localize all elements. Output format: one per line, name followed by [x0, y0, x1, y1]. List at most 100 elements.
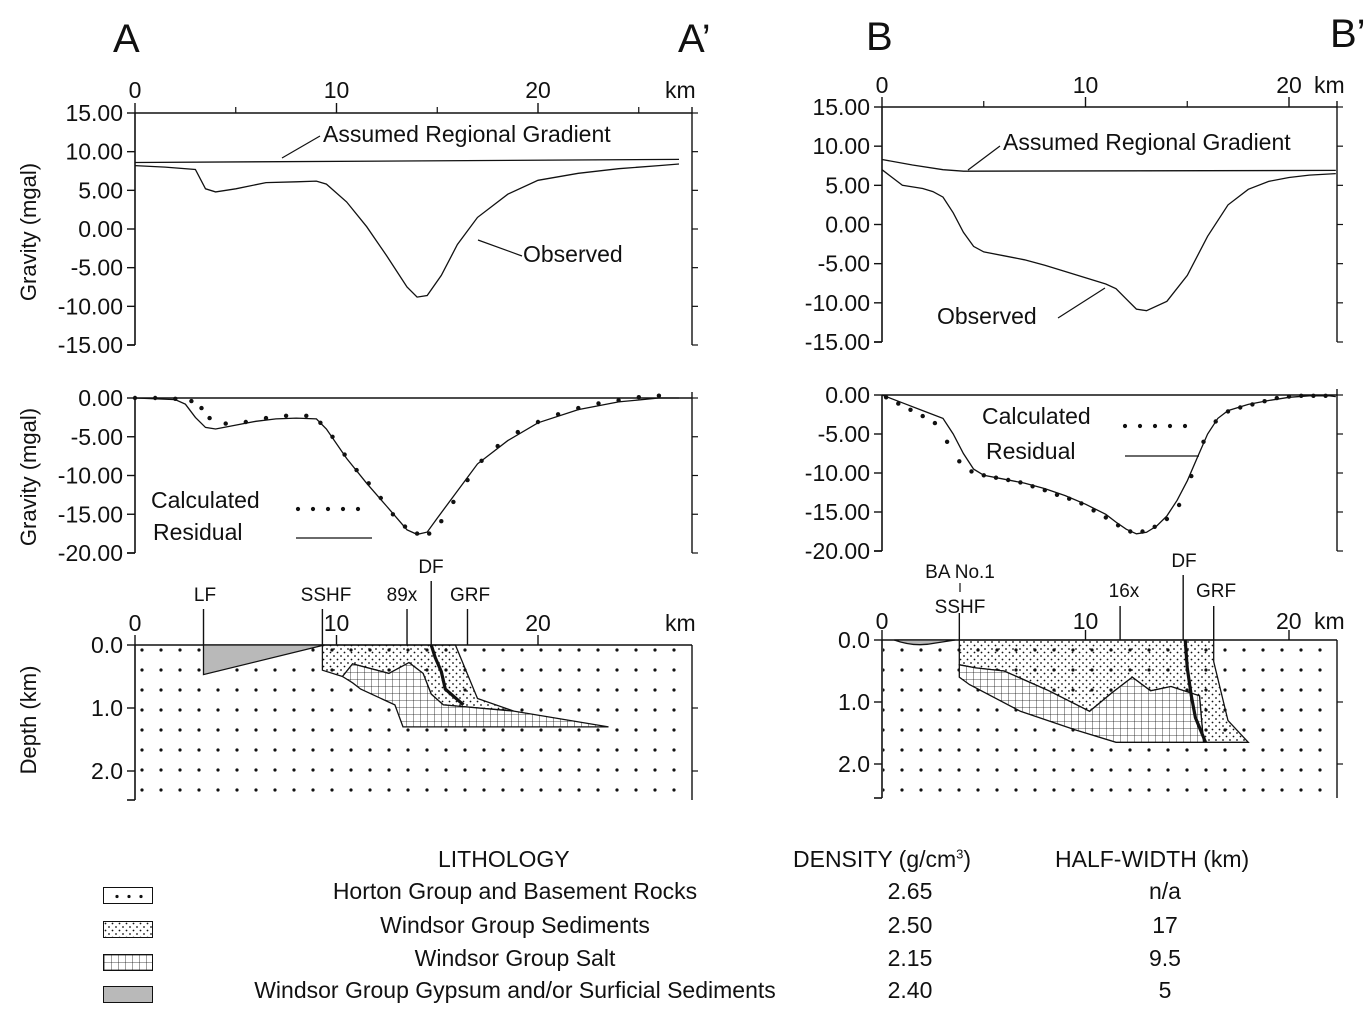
- residual-tick-label: -10.00: [58, 463, 123, 489]
- calculated-point: [883, 395, 889, 400]
- calculated-point: [451, 499, 456, 505]
- lithology-legend: LITHOLOGY DENSITY (g/cm3) HALF-WIDTH (km…: [0, 840, 1366, 1004]
- windsor-salt-body: [958, 664, 1205, 743]
- fault-label-grf: GRF: [450, 585, 490, 606]
- fault-label-89x: 89x: [387, 585, 418, 606]
- calculated-point: [1189, 473, 1194, 479]
- depth-distance-tick-label: 20: [525, 610, 551, 636]
- calculated-point: [207, 415, 212, 421]
- depth-distance-tick-label: 0: [129, 610, 142, 636]
- observed-leader-line: [477, 239, 523, 257]
- distance-tick-label: 10: [324, 77, 350, 103]
- calculated-point: [199, 405, 204, 411]
- calculated-point: [1140, 529, 1145, 534]
- calculated-point: [479, 458, 484, 463]
- distance-tick-label: 0: [876, 72, 889, 98]
- calculated-point: [515, 429, 520, 435]
- regional-gradient-line: [134, 158, 680, 164]
- calculated-point: [439, 519, 444, 524]
- calculated-point: [636, 395, 641, 400]
- calculated-point: [1176, 502, 1182, 508]
- calculated-point: [596, 401, 601, 406]
- calculated-point: [993, 475, 999, 480]
- legend-halfwidth: n/a: [1149, 878, 1181, 904]
- calculated-point: [896, 401, 901, 406]
- calculated-point: [1201, 439, 1206, 444]
- fault-label-sshf: SSHF: [935, 597, 986, 618]
- fault-label-lf: LF: [194, 585, 216, 606]
- calculated-legend-label-b: Calculated: [982, 403, 1091, 429]
- calculated-point: [402, 524, 408, 529]
- calculated-point: [465, 477, 470, 483]
- calculated-legend-dot: [1182, 423, 1188, 429]
- calculated-point: [932, 420, 938, 426]
- calculated-point: [1213, 419, 1218, 424]
- calculated-point: [342, 452, 347, 457]
- calculated-point: [1054, 492, 1060, 497]
- calculated-point: [1323, 393, 1328, 398]
- calculated-legend-label-a: Calculated: [151, 487, 260, 513]
- depth-axis-label-a: Depth (km): [16, 666, 41, 775]
- calculated-point: [616, 398, 621, 403]
- legend-row-windsor-salt: Windsor Group Salt 2.15 9.5: [0, 945, 1366, 977]
- regional-gradient-label-a: Assumed Regional Gradient: [323, 121, 611, 147]
- calculated-point: [969, 469, 974, 474]
- section-label-a-prime: A’: [678, 17, 711, 61]
- gravity-model-figure: A A’ B B’ Gravity (mgal) Gravity (mgal) …: [16, 12, 1366, 801]
- calculated-point: [1042, 488, 1048, 493]
- well-label-ba-no1: BA No.1: [925, 562, 995, 583]
- calculated-point: [189, 398, 194, 404]
- gravity-tick-label: 15.00: [65, 100, 123, 126]
- gravity-tick-label: 0.00: [78, 216, 123, 242]
- regional-gradient-line: [881, 158, 1336, 172]
- calculated-point: [981, 473, 986, 478]
- legend-row-windsor-gypsum: Windsor Group Gypsum and/or Surficial Se…: [0, 977, 1366, 1009]
- legend-halfwidth: 5: [1158, 977, 1172, 1003]
- calculated-legend-dot: [325, 506, 331, 512]
- gravity-tick-label: -5.00: [71, 255, 123, 281]
- gravity-tick-label: -10.00: [58, 293, 123, 319]
- depth-tick-label: 0.0: [91, 632, 123, 658]
- windsor-salt-body: [341, 661, 609, 728]
- calculated-point: [1103, 515, 1109, 520]
- calculated-point: [656, 393, 662, 398]
- distance-tick-label: 20: [525, 77, 551, 103]
- gypsum-gray-swatch-icon: [103, 986, 153, 1003]
- calculated-point: [957, 459, 962, 464]
- calculated-point: [1238, 405, 1243, 410]
- calculated-point: [576, 405, 581, 411]
- section-label-b-prime: B’: [1330, 12, 1366, 56]
- gypsum-body: [893, 639, 956, 646]
- calculated-point: [390, 512, 396, 517]
- distance-tick-label: 20: [1276, 72, 1302, 98]
- fault-label-16x: 16x: [1109, 581, 1140, 602]
- calculated-point: [366, 481, 371, 486]
- legend-name: Windsor Group Salt: [414, 945, 616, 971]
- km-unit-label: km: [1314, 608, 1345, 634]
- residual-tick-label: -5.00: [818, 421, 870, 447]
- legend-density: 2.50: [887, 912, 933, 938]
- section-label-a: A: [113, 17, 140, 61]
- calculated-legend-dot: [310, 506, 316, 512]
- km-unit-label: km: [665, 610, 696, 636]
- observed-label-b: Observed: [937, 303, 1037, 329]
- gravity-tick-label: 0.00: [825, 212, 870, 238]
- calculated-point: [153, 395, 158, 401]
- calculated-point: [1274, 395, 1280, 401]
- residual-tick-label: -15.00: [805, 499, 870, 525]
- calculated-point: [1006, 477, 1011, 483]
- legend-header-lithology: LITHOLOGY: [438, 846, 570, 872]
- observed-gravity-line: [134, 163, 680, 298]
- calculated-point: [944, 439, 950, 444]
- calculated-legend-dot: [355, 506, 361, 512]
- regional-leader-line: [281, 135, 321, 159]
- calculated-point: [1128, 529, 1133, 534]
- calculated-point: [1115, 523, 1121, 528]
- calculated-point: [330, 434, 335, 439]
- calculated-point: [1262, 399, 1267, 404]
- calculated-point: [223, 421, 228, 426]
- df-fault-trace: [1183, 639, 1208, 743]
- calculated-point: [1091, 508, 1096, 513]
- calculated-point: [283, 413, 289, 418]
- legend-density: 2.40: [887, 977, 933, 1003]
